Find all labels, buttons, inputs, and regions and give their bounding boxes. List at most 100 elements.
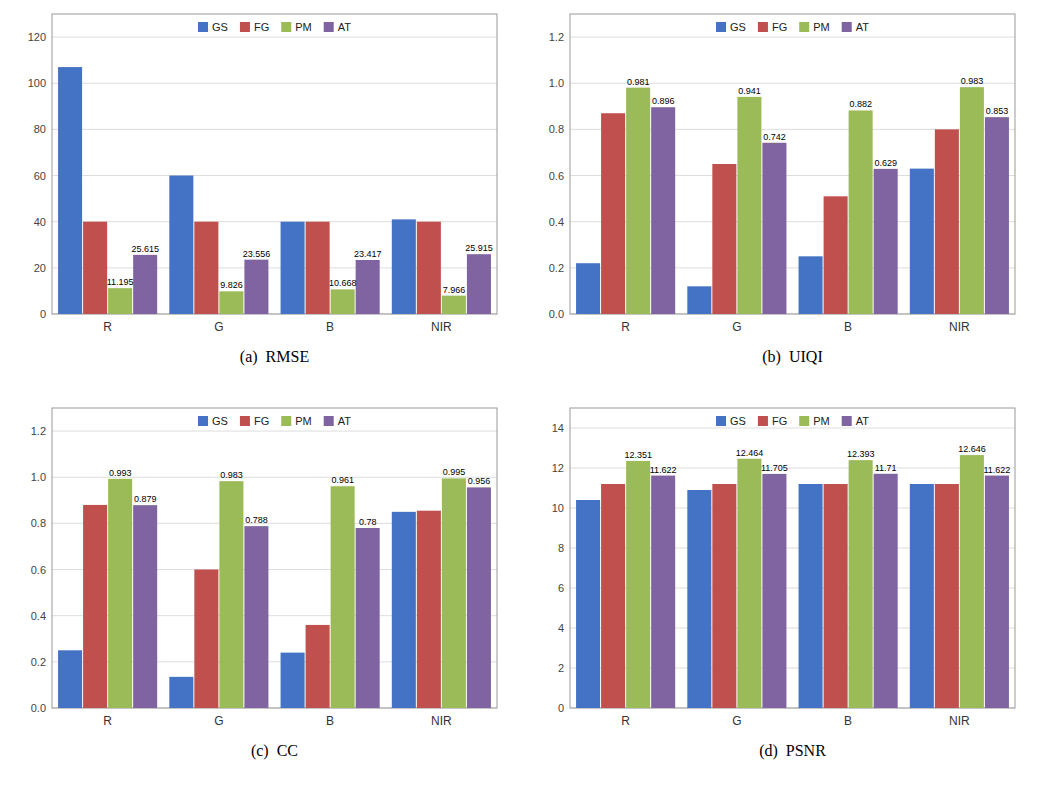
bars xyxy=(576,87,1009,314)
y-tick-label: 0.2 xyxy=(549,262,564,274)
x-tick-label: R xyxy=(621,714,630,728)
legend-label: GS xyxy=(212,415,228,427)
bar xyxy=(935,484,959,708)
bar xyxy=(799,484,823,708)
legend-label: GS xyxy=(212,21,228,33)
y-tick-label: 0 xyxy=(40,308,46,320)
bar xyxy=(712,164,736,314)
bar xyxy=(687,490,711,708)
bar xyxy=(601,484,625,708)
legend-label: PM xyxy=(813,415,830,427)
legend-label: GS xyxy=(730,21,746,33)
data-label: 0.941 xyxy=(738,86,761,96)
x-tick-label: R xyxy=(621,320,630,334)
bar xyxy=(935,129,959,314)
bar xyxy=(392,219,416,314)
bar xyxy=(83,505,107,708)
legend-item: AT xyxy=(324,415,352,427)
legend-label: FG xyxy=(254,21,269,33)
plot-frame xyxy=(52,14,497,314)
data-label: 0.961 xyxy=(331,475,354,485)
x-tick-label: G xyxy=(214,320,223,334)
bar xyxy=(219,481,243,708)
legend-item: GS xyxy=(716,415,746,427)
bar xyxy=(687,286,711,314)
bar xyxy=(331,289,355,314)
legend-label: AT xyxy=(338,21,352,33)
y-tick-label: 0.8 xyxy=(31,517,46,529)
x-tick-label: NIR xyxy=(949,714,970,728)
legend-label: PM xyxy=(295,415,312,427)
bar xyxy=(849,460,873,708)
bar xyxy=(651,107,675,314)
legend-swatch xyxy=(842,416,852,426)
legend-item: FG xyxy=(240,21,269,33)
data-label: 11.622 xyxy=(983,465,1010,475)
legend-item: AT xyxy=(324,21,352,33)
bar xyxy=(576,263,600,314)
y-tick-label: 0.8 xyxy=(549,123,564,135)
bar xyxy=(910,484,934,708)
bar xyxy=(910,169,934,314)
data-labels: 12.35112.46412.39312.64611.62211.70511.7… xyxy=(624,444,1010,474)
data-label: 10.668 xyxy=(329,278,357,288)
bar xyxy=(306,625,330,708)
legend-swatch xyxy=(281,22,291,32)
y-tick-label: 20 xyxy=(34,262,46,274)
y-tick-label: 4 xyxy=(558,622,564,634)
x-tick-label: G xyxy=(732,714,741,728)
data-label: 12.464 xyxy=(736,448,764,458)
bar xyxy=(281,222,305,314)
grid-line xyxy=(52,83,497,84)
bar xyxy=(392,512,416,708)
bar xyxy=(762,143,786,314)
legend-swatch xyxy=(799,22,809,32)
y-tick-label: 14 xyxy=(552,422,564,434)
bar xyxy=(985,117,1009,314)
bar xyxy=(960,455,984,708)
bar xyxy=(467,254,491,314)
legend-swatch xyxy=(842,22,852,32)
y-tick-label: 60 xyxy=(34,170,46,182)
y-tick-label: 12 xyxy=(552,462,564,474)
chart-title: (b) UIQI xyxy=(762,348,822,366)
data-label: 23.556 xyxy=(243,249,271,259)
y-tick-label: 1.0 xyxy=(549,77,564,89)
bar xyxy=(874,169,898,314)
data-label: 0.78 xyxy=(359,517,377,527)
grid-line xyxy=(52,37,497,38)
bar xyxy=(306,222,330,314)
legend-item: PM xyxy=(281,21,312,33)
x-tick-label: R xyxy=(103,714,112,728)
bars xyxy=(576,455,1009,708)
x-tick-label: B xyxy=(326,714,334,728)
legend-label: AT xyxy=(856,415,870,427)
legend-item: FG xyxy=(758,21,787,33)
bar xyxy=(219,291,243,314)
data-label: 11.195 xyxy=(107,277,134,287)
bar xyxy=(169,176,193,314)
bar xyxy=(108,479,132,708)
data-label: 0.896 xyxy=(652,96,675,106)
data-label: 11.622 xyxy=(650,465,677,475)
chart-title: (c) CC xyxy=(251,742,298,760)
x-tick-label: B xyxy=(844,714,852,728)
grid-line xyxy=(52,129,497,130)
plot-frame xyxy=(52,408,497,708)
y-tick-label: 0.4 xyxy=(549,216,564,228)
bar xyxy=(737,97,761,314)
legend: GSFGPMAT xyxy=(716,415,869,427)
bar xyxy=(960,87,984,314)
data-label: 11.71 xyxy=(875,463,897,473)
subplot: 0246810121412.35112.46412.39312.64611.62… xyxy=(552,408,1015,760)
x-tick-label: B xyxy=(326,320,334,334)
grid-line xyxy=(52,175,497,176)
bar xyxy=(356,260,380,314)
data-label: 0.956 xyxy=(468,476,491,486)
legend-item: GS xyxy=(716,21,746,33)
bar xyxy=(133,505,157,708)
bar xyxy=(849,110,873,314)
y-tick-label: 0.2 xyxy=(31,656,46,668)
data-label: 0.742 xyxy=(763,132,786,142)
data-label: 0.879 xyxy=(134,494,157,504)
